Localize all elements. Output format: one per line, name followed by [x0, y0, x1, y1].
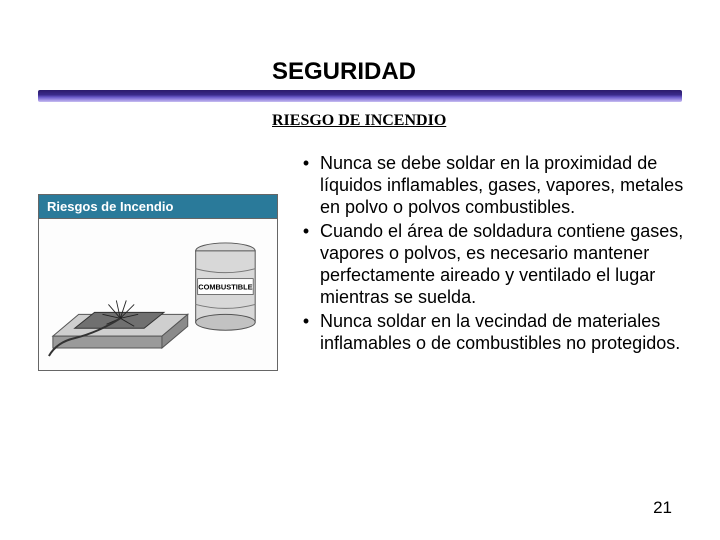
- hazard-illustration: COMBUSTIBLE: [39, 219, 277, 370]
- figure-header: Riesgos de Incendio: [38, 194, 278, 219]
- drum-label-text: COMBUSTIBLE: [198, 283, 252, 292]
- title-underline-bar: [38, 90, 682, 102]
- figure-body: COMBUSTIBLE: [38, 219, 278, 371]
- page-number: 21: [653, 498, 672, 518]
- list-item: • Nunca se debe soldar en la proximidad …: [292, 152, 692, 218]
- bullet-text: Nunca soldar en la vecindad de materiale…: [320, 310, 692, 354]
- bullet-text: Nunca se debe soldar en la proximidad de…: [320, 152, 692, 218]
- list-item: • Cuando el área de soldadura contiene g…: [292, 220, 692, 308]
- bullet-icon: •: [292, 310, 320, 354]
- bullet-list: • Nunca se debe soldar en la proximidad …: [292, 152, 692, 356]
- hazard-figure: Riesgos de Incendio: [38, 194, 278, 371]
- bullet-icon: •: [292, 152, 320, 218]
- slide-title: SEGURIDAD: [272, 58, 416, 86]
- bullet-icon: •: [292, 220, 320, 308]
- list-item: • Nunca soldar en la vecindad de materia…: [292, 310, 692, 354]
- slide-subtitle: RIESGO DE INCENDIO: [272, 112, 446, 130]
- bullet-text: Cuando el área de soldadura contiene gas…: [320, 220, 692, 308]
